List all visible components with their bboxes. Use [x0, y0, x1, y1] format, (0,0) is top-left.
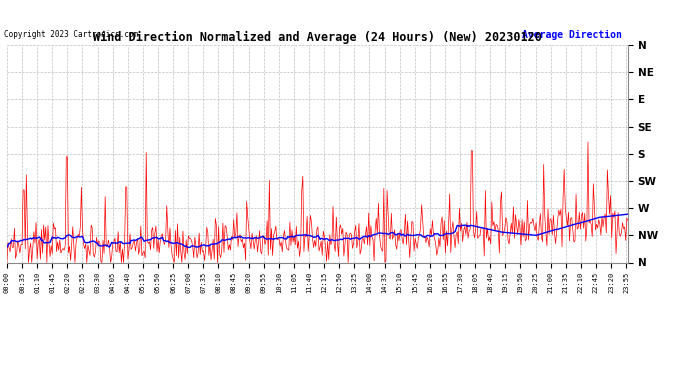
Text: Copyright 2023 Cartronics.com: Copyright 2023 Cartronics.com	[4, 30, 138, 39]
Text: Average Direction: Average Direction	[522, 30, 622, 40]
Title: Wind Direction Normalized and Average (24 Hours) (New) 20230120: Wind Direction Normalized and Average (2…	[93, 31, 542, 44]
